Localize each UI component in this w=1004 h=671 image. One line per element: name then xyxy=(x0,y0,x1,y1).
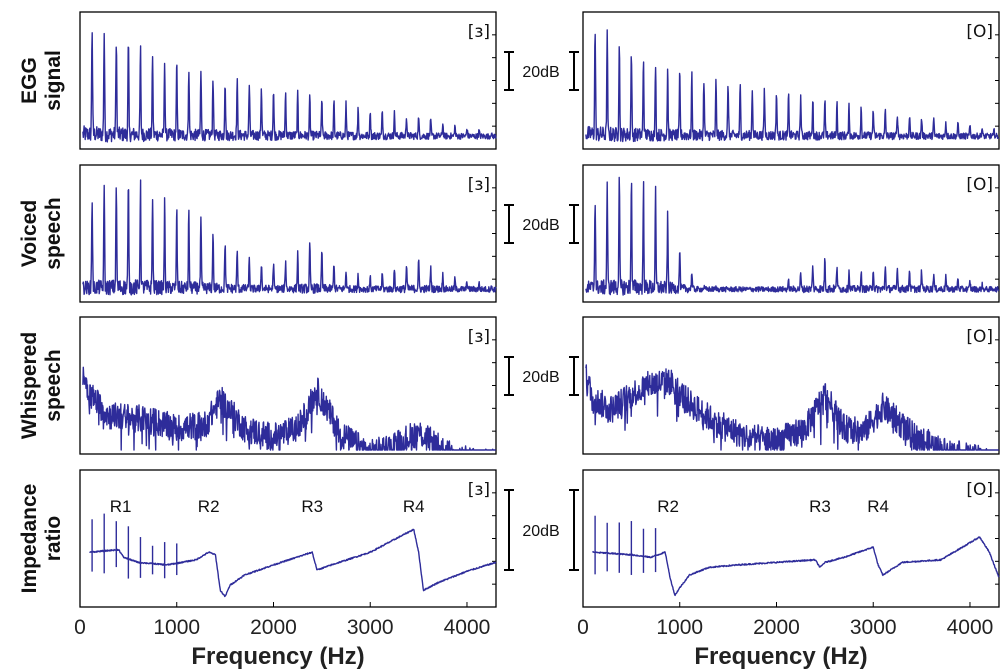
row-label-line: Voiced xyxy=(18,200,41,267)
x-tick-label: 4000 xyxy=(947,616,994,639)
x-tick-label: 3000 xyxy=(850,616,897,639)
x-tick-label: 4000 xyxy=(444,616,491,639)
trace-whispered xyxy=(585,364,1000,451)
row-label-egg: EGG signal xyxy=(18,50,65,111)
panel-whispered-0: [ɜ] xyxy=(79,316,497,455)
resonance-label-r2: R2 xyxy=(198,497,220,516)
panel-frame xyxy=(79,11,497,150)
vowel-tag: [ɜ] xyxy=(468,327,490,347)
panel-egg-0: [ɜ] xyxy=(79,11,497,150)
scale-bar-voiced: 20dB xyxy=(504,204,579,244)
x-tick-label: 0 xyxy=(577,616,589,639)
row-label-line: Whispered xyxy=(18,332,41,439)
trace-voiced xyxy=(82,179,497,296)
x-tick-label: 1000 xyxy=(153,616,200,639)
x-axis-0: 0 1000 2000 3000 4000 Frequency (Hz) xyxy=(74,602,490,670)
panel-whispered-1: [O] xyxy=(582,316,1000,455)
resonance-label-r3: R3 xyxy=(301,497,323,516)
vowel-tag: [O] xyxy=(966,327,993,347)
vowel-tag: [O] xyxy=(966,22,993,42)
row-label-impedance: Impedance ratio xyxy=(18,484,65,594)
panel-frame xyxy=(582,164,1000,303)
x-tick-label: 3000 xyxy=(347,616,394,639)
scale-bar-label: 20dB xyxy=(522,523,559,540)
vowel-tag: [ɜ] xyxy=(468,480,490,500)
vowel-tag: [ɜ] xyxy=(468,22,490,42)
panel-impedance-1: [O] xyxy=(582,469,1000,608)
trace-impedance xyxy=(89,528,497,598)
trace-whispered xyxy=(82,366,497,451)
panel-impedance-0: [ɜ] xyxy=(79,469,497,608)
spectrum-panels: [ɜ] [O] [ɜ] [O] [ɜ] [O] [ɜ] [O] R1 R2 R3 R4 R2 R3 R4 xyxy=(79,11,1000,608)
resonance-label-r1: R1 xyxy=(110,497,132,516)
x-tick-label: 1000 xyxy=(656,616,703,639)
decibel-scale-bars: 20dB 20dB 20dB 20dB xyxy=(504,51,579,571)
row-label-line: speech xyxy=(42,349,65,421)
scale-bar-impedance: 20dB xyxy=(504,489,579,571)
x-tick-label: 0 xyxy=(74,616,86,639)
trace-voiced xyxy=(585,176,1000,296)
row-label-voiced: Voiced speech xyxy=(18,197,65,269)
trace-egg xyxy=(585,29,1000,143)
trace-impedance xyxy=(592,536,1000,597)
panel-frame xyxy=(582,11,1000,150)
x-axis-label: Frequency (Hz) xyxy=(694,643,867,670)
resonance-label-r4: R4 xyxy=(867,497,889,516)
panel-frame xyxy=(79,164,497,303)
scale-bar-egg: 20dB xyxy=(504,51,579,91)
scale-bar-label: 20dB xyxy=(522,64,559,81)
panel-egg-1: [O] xyxy=(582,11,1000,150)
row-label-line: Impedance xyxy=(18,484,41,594)
scale-bar-label: 20dB xyxy=(522,369,559,386)
scale-bar-whispered: 20dB xyxy=(504,356,579,396)
row-label-line: EGG xyxy=(18,57,41,104)
trace-egg xyxy=(82,32,497,143)
panel-voiced-1: [O] xyxy=(582,164,1000,303)
x-axis-label: Frequency (Hz) xyxy=(191,643,364,670)
row-label-line: ratio xyxy=(42,516,65,562)
x-tick-label: 2000 xyxy=(250,616,297,639)
vowel-tag: [O] xyxy=(966,175,993,195)
x-axis-1: 0 1000 2000 3000 4000 Frequency (Hz) xyxy=(577,602,993,670)
vowel-tag: [O] xyxy=(966,480,993,500)
row-label-whispered: Whispered speech xyxy=(18,332,65,439)
panel-frame xyxy=(582,469,1000,608)
x-tick-label: 2000 xyxy=(753,616,800,639)
resonance-label-r2: R2 xyxy=(657,497,679,516)
resonance-label-r4: R4 xyxy=(403,497,425,516)
panel-frame xyxy=(79,469,497,608)
frequency-axes: 0 1000 2000 3000 4000 Frequency (Hz) 0 1000 2000… xyxy=(74,602,993,670)
vowel-tag: [ɜ] xyxy=(468,175,490,195)
row-label-line: speech xyxy=(42,197,65,269)
panel-voiced-0: [ɜ] xyxy=(79,164,497,303)
row-label-line: signal xyxy=(42,50,65,111)
resonance-label-r3: R3 xyxy=(809,497,831,516)
scale-bar-label: 20dB xyxy=(522,217,559,234)
